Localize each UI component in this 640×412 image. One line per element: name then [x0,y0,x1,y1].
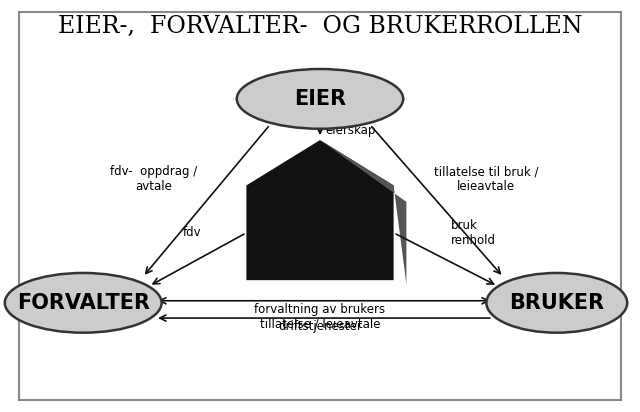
Ellipse shape [4,273,162,333]
Text: fdv: fdv [182,226,202,239]
Ellipse shape [486,273,627,333]
Text: bruk
renhold: bruk renhold [451,219,496,247]
Text: BRUKER: BRUKER [509,293,604,313]
Text: tillatelse til bruk /
leieavtale: tillatelse til bruk / leieavtale [434,165,539,193]
Polygon shape [320,140,406,284]
Ellipse shape [237,69,403,129]
Text: fdv-  oppdrag /
avtale: fdv- oppdrag / avtale [110,165,197,193]
Polygon shape [246,140,394,280]
Text: EIER-,  FORVALTER-  OG BRUKERROLLEN: EIER-, FORVALTER- OG BRUKERROLLEN [58,15,582,38]
Text: FORVALTER: FORVALTER [17,293,150,313]
Text: eierskap: eierskap [325,124,376,137]
Text: driftstjenester: driftstjenester [278,320,362,333]
Text: forvaltning av brukers
tillatelse / leieavtale: forvaltning av brukers tillatelse / leie… [255,303,385,331]
Text: EIER: EIER [294,89,346,109]
